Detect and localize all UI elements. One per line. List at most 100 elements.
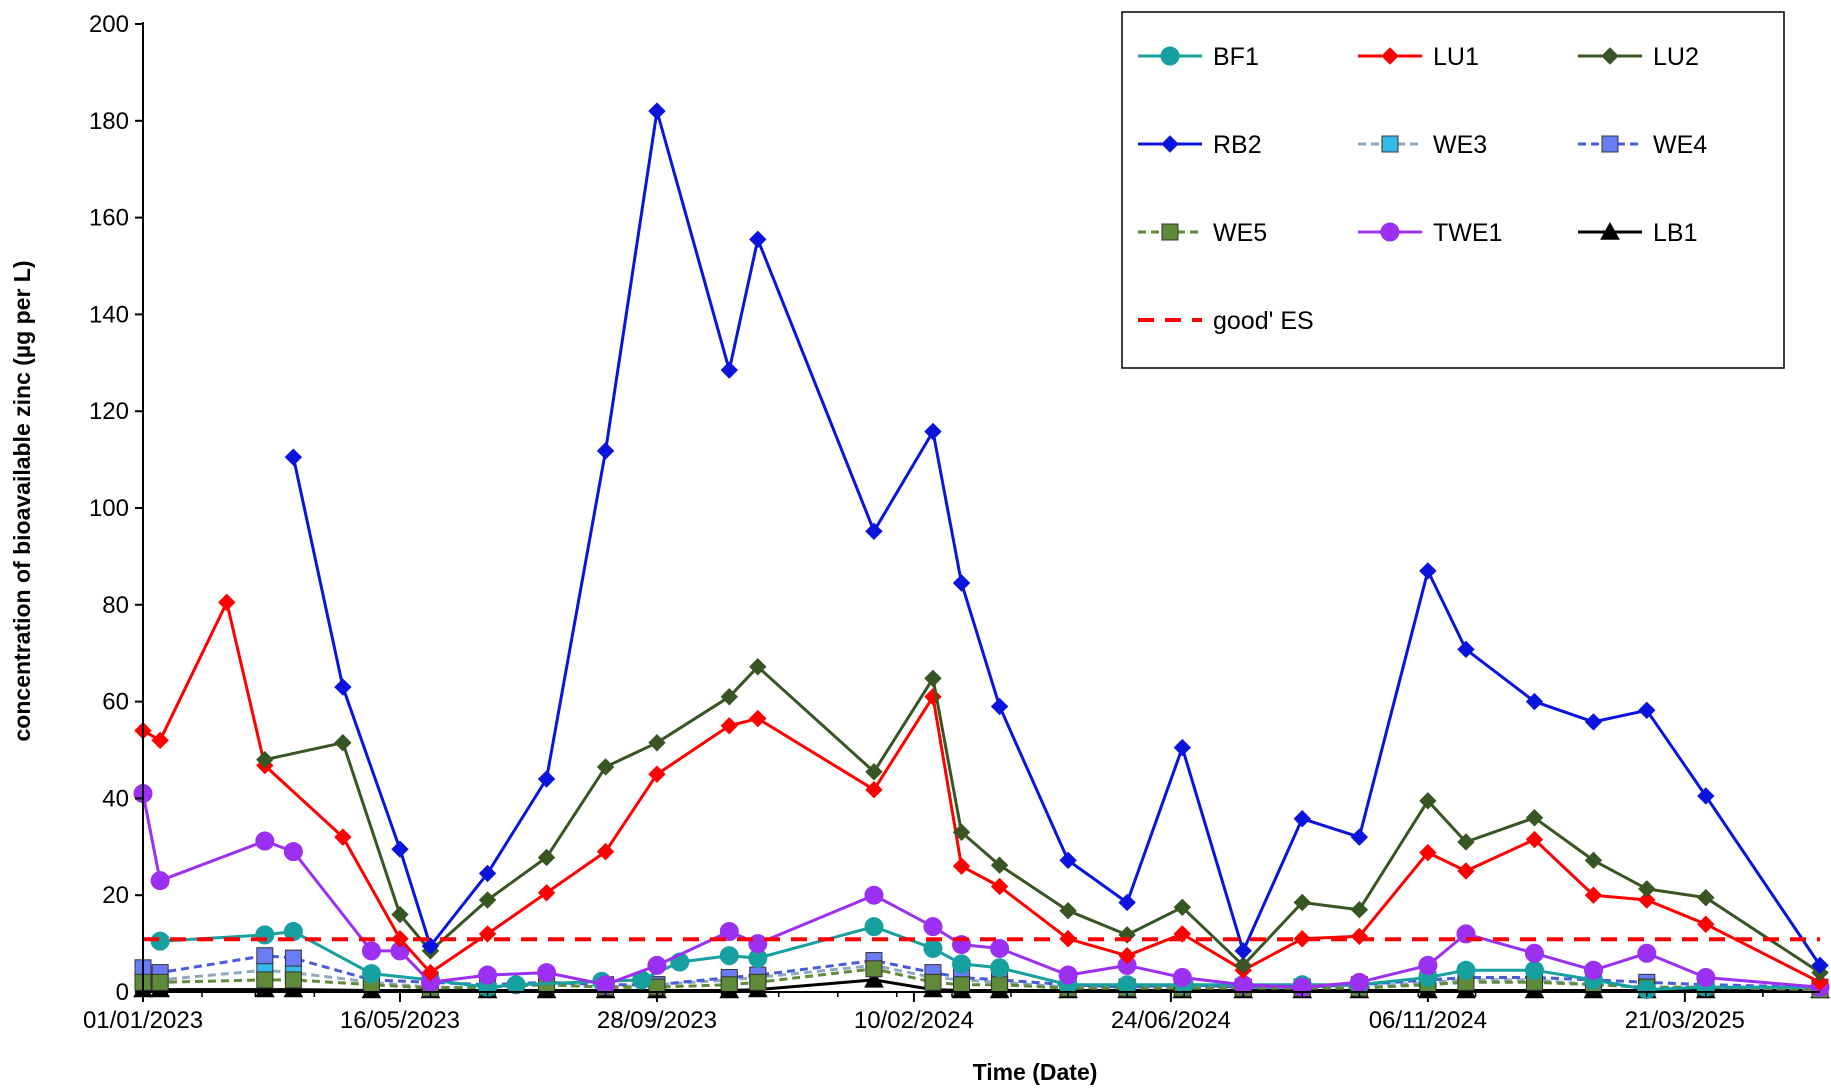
y-tick-label: 40 — [102, 785, 129, 812]
data-point-lu2 — [537, 848, 556, 867]
legend-item-twe1: TWE1 — [1358, 219, 1502, 247]
series-rb2 — [284, 102, 1829, 975]
data-point-lu2 — [952, 823, 971, 841]
data-point-rb2 — [391, 840, 409, 858]
data-point-lu2 — [648, 734, 666, 752]
legend-item-we3: WE3 — [1358, 131, 1487, 159]
data-point-lu1 — [952, 857, 971, 875]
data-point-lu2 — [478, 891, 497, 909]
data-point-bf1 — [923, 938, 943, 958]
legend-item-rb2: RB2 — [1138, 131, 1262, 159]
data-point-rb2 — [1173, 738, 1192, 757]
data-point-twe1 — [283, 842, 303, 862]
legend-marker-lu2 — [1601, 47, 1619, 65]
data-point-lu2 — [1350, 901, 1369, 919]
y-tick-label: 200 — [89, 11, 129, 38]
data-point-bf1 — [361, 964, 381, 984]
data-point-lu2 — [1293, 893, 1311, 912]
data-point-twe1 — [537, 963, 557, 983]
legend-marker-we4 — [1601, 135, 1619, 153]
legend-label-we5: WE5 — [1213, 219, 1267, 247]
legend: BF1 LU1 LU2 RB2 WE3 WE4 WE5 TWE1 LB1 good' ES — [1121, 11, 1785, 369]
data-point-rb2 — [284, 448, 303, 466]
data-point-rb2 — [1584, 713, 1603, 731]
x-tick-label: 06/11/2024 — [1369, 1007, 1487, 1034]
data-point-twe1 — [864, 885, 884, 905]
data-point-lu2 — [1419, 792, 1437, 810]
y-tick-label: 0 — [116, 979, 129, 1006]
data-point-lu1 — [334, 828, 352, 846]
data-point-we5 — [256, 971, 274, 989]
y-tick-label: 160 — [89, 205, 129, 232]
data-point-lb1 — [864, 969, 884, 988]
data-point-lu2 — [990, 856, 1009, 874]
data-point-rb2 — [1293, 810, 1311, 828]
data-point-lu2 — [1697, 888, 1715, 907]
data-point-rb2 — [478, 864, 497, 883]
data-point-rb2 — [924, 422, 942, 441]
data-point-we5 — [151, 973, 169, 991]
data-point-lu2 — [256, 750, 274, 769]
data-point-rb2 — [1525, 692, 1544, 711]
legend-label-lu2: LU2 — [1653, 43, 1699, 71]
x-tick-label: 28/09/2023 — [597, 1007, 717, 1034]
data-point-twe1 — [478, 965, 498, 985]
data-point-rb2 — [1350, 828, 1369, 846]
legend-marker-we5 — [1161, 223, 1179, 241]
data-point-lu1 — [865, 780, 883, 799]
data-point-rb2 — [421, 937, 440, 955]
legend-item-bf1: BF1 — [1138, 43, 1259, 71]
legend-label-lu1: LU1 — [1433, 43, 1479, 71]
data-point-rb2 — [1419, 562, 1437, 580]
x-tick-label: 10/02/2024 — [854, 1007, 974, 1034]
data-point-lu1 — [990, 877, 1009, 896]
legend-item-lu1: LU1 — [1358, 43, 1479, 71]
data-point-lu1 — [1293, 930, 1311, 948]
data-point-twe1 — [255, 831, 275, 851]
data-point-twe1 — [647, 955, 667, 975]
data-point-bf1 — [1456, 960, 1476, 980]
data-point-twe1 — [1058, 965, 1078, 985]
data-point-rb2 — [537, 770, 556, 788]
data-point-lu2 — [1584, 851, 1603, 870]
data-point-rb2 — [952, 574, 971, 592]
legend-item-we4: WE4 — [1578, 131, 1707, 159]
data-point-rb2 — [596, 442, 615, 460]
data-point-lu2 — [1173, 898, 1192, 917]
y-tick-label: 80 — [102, 592, 129, 619]
data-point-lu1 — [1419, 843, 1437, 862]
y-tick-label: 60 — [102, 689, 129, 716]
data-point-lu2 — [865, 763, 883, 781]
legend-label-rb2: RB2 — [1213, 131, 1262, 159]
x-tick-label: 16/05/2023 — [340, 1007, 460, 1034]
data-point-twe1 — [1524, 943, 1544, 963]
data-point-lu2 — [596, 758, 615, 776]
data-point-twe1 — [1418, 955, 1438, 975]
data-point-lu2 — [391, 905, 409, 924]
data-point-rb2 — [990, 697, 1009, 716]
data-point-twe1 — [923, 917, 943, 937]
data-point-lu1 — [1457, 862, 1475, 880]
data-point-twe1 — [719, 922, 739, 941]
data-point-rb2 — [1118, 893, 1136, 912]
legend-marker-lu1 — [1381, 47, 1399, 65]
data-point-bf1 — [506, 975, 526, 995]
data-point-twe1 — [748, 934, 768, 954]
x-tick-label: 01/01/2023 — [83, 1007, 203, 1034]
data-point-rb2 — [1234, 942, 1252, 960]
data-point-lu1 — [1697, 915, 1715, 933]
y-tick-label: 140 — [89, 301, 129, 328]
data-point-lu2 — [720, 688, 738, 706]
legend-label-good-es: good' ES — [1213, 307, 1314, 335]
data-point-lu1 — [720, 717, 738, 735]
data-point-lu2 — [749, 658, 767, 676]
data-point-rb2 — [334, 678, 352, 696]
legend-marker-we3 — [1381, 135, 1399, 153]
y-tick-label: 120 — [89, 398, 129, 425]
data-point-twe1 — [1349, 972, 1369, 992]
data-point-we5 — [953, 976, 971, 994]
legend-item-lb1: LB1 — [1578, 219, 1697, 247]
legend-box — [1121, 11, 1785, 369]
data-point-twe1 — [150, 871, 170, 891]
data-point-lu1 — [218, 593, 236, 612]
